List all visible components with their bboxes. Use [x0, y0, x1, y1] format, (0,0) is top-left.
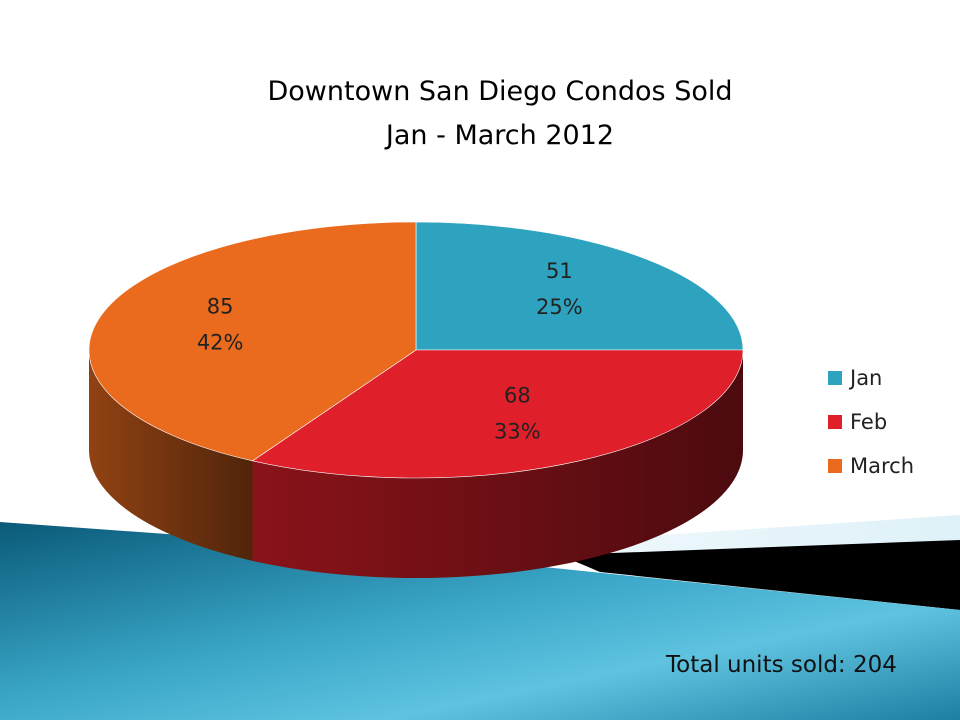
legend-label-jan: Jan [850, 366, 883, 390]
pie-slice-feb [251, 349, 744, 479]
legend-swatch-feb [828, 415, 842, 429]
pie-chart: 51 25% 68 33% 85 42% [88, 221, 744, 578]
legend-swatch-jan [828, 371, 842, 385]
chart-legend: Jan Feb March [828, 356, 914, 488]
pie-slice-jan [415, 221, 744, 351]
pie-side-shade-feb [252, 350, 743, 578]
data-label-value-feb: 68 [504, 384, 531, 408]
chart-title-line1: Downtown San Diego Condos Sold [267, 76, 733, 107]
data-label-value-jan: 51 [546, 259, 573, 283]
pie-slice-march [88, 221, 417, 462]
chart-subtitle: Jan - March 2012 [385, 120, 615, 151]
legend-item-jan: Jan [828, 356, 914, 400]
data-label-percent-jan: 25% [536, 295, 583, 319]
pie-side-shade-march [89, 350, 253, 561]
blue-wave-shape [0, 522, 960, 720]
data-label-percent-feb: 33% [494, 420, 541, 444]
legend-item-march: March [828, 444, 914, 488]
legend-label-feb: Feb [850, 410, 888, 434]
legend-label-march: March [850, 454, 915, 478]
black-wave-shape [560, 540, 960, 610]
chart-title: Downtown San Diego Condos Sold Jan - Mar… [0, 70, 960, 158]
data-label-percent-march: 42% [197, 330, 244, 354]
total-units-note: Total units sold: 204 [666, 652, 897, 678]
legend-swatch-march [828, 459, 842, 473]
data-label-value-march: 85 [207, 294, 234, 318]
legend-item-feb: Feb [828, 400, 914, 444]
